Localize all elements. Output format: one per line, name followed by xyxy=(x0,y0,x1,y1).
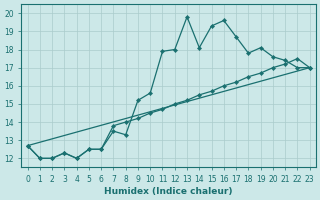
X-axis label: Humidex (Indice chaleur): Humidex (Indice chaleur) xyxy=(104,187,233,196)
